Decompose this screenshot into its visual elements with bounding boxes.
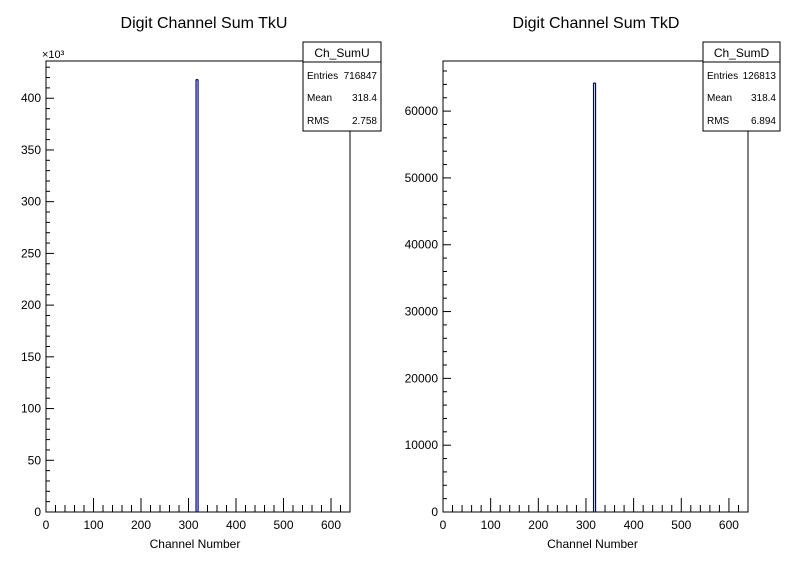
x-axis-label: Channel Number	[547, 537, 638, 551]
x-tick-label: 200	[131, 518, 151, 532]
x-tick-label: 300	[178, 518, 198, 532]
x-tick-label: 500	[671, 518, 691, 532]
y-tick-label: 10000	[405, 438, 439, 452]
y-tick-label: 50000	[405, 171, 439, 185]
stats-rms-label: RMS	[707, 116, 730, 127]
y-tick-label: 350	[21, 143, 41, 157]
y-tick-label: 60000	[405, 104, 439, 118]
x-tick-label: 400	[226, 518, 246, 532]
y-tick-label: 0	[34, 505, 41, 519]
y-tick-label: 30000	[405, 305, 439, 319]
y-tick-label: 200	[21, 298, 41, 312]
stats-entries-label: Entries	[307, 71, 338, 82]
y-tick-label: 0	[431, 505, 438, 519]
stats-box-frame	[702, 41, 781, 132]
y-tick-label: 50	[28, 453, 42, 467]
x-tick-label: 100	[83, 518, 103, 532]
stats-entries-label: Entries	[707, 71, 738, 82]
chart-title: Digit Channel Sum TkU	[121, 15, 288, 32]
stats-box-frame	[302, 41, 382, 132]
stats-box: Ch_SumU Entries 716847 Mean 318.4 RMS 2.758	[302, 41, 382, 132]
stats-entries-value: 716847	[344, 71, 378, 82]
stats-mean-label: Mean	[307, 93, 332, 104]
stats-rms-label: RMS	[307, 116, 330, 127]
stats-rms-value: 2.758	[352, 116, 377, 127]
stats-name: Ch_SumD	[714, 46, 770, 60]
stats-mean-label: Mean	[707, 93, 732, 104]
x-tick-label: 600	[321, 518, 341, 532]
y-tick-label: 400	[21, 91, 41, 105]
x-tick-label: 600	[719, 518, 739, 532]
histogram-panel-2: Digit Channel Sum TkD 0 100 200 300 400 500 600…	[405, 15, 781, 551]
y-tick-label: 300	[21, 195, 41, 209]
x-tick-label: 200	[528, 518, 548, 532]
y-tick-label: 20000	[405, 371, 439, 385]
stats-name: Ch_SumU	[314, 46, 369, 60]
y-exponent-label: ×10³	[42, 49, 65, 61]
stats-mean-value: 318.4	[751, 93, 776, 104]
x-tick-label: 0	[43, 518, 50, 532]
stats-entries-value: 126813	[743, 71, 777, 82]
y-tick-label: 40000	[405, 238, 439, 252]
y-tick-label: 150	[21, 350, 41, 364]
x-tick-label: 300	[576, 518, 596, 532]
stats-mean-value: 318.4	[352, 93, 377, 104]
x-axis-label: Channel Number	[150, 537, 241, 551]
chart-title: Digit Channel Sum TkD	[513, 15, 680, 32]
x-tick-label: 0	[440, 518, 447, 532]
stats-box: Ch_SumD Entries 126813 Mean 318.4 RMS 6.894	[702, 41, 781, 132]
x-tick-label: 400	[624, 518, 644, 532]
y-tick-label: 250	[21, 246, 41, 260]
stats-rms-value: 6.894	[751, 116, 776, 127]
x-tick-label: 500	[273, 518, 293, 532]
y-tick-label: 100	[21, 402, 41, 416]
x-tick-label: 100	[481, 518, 501, 532]
